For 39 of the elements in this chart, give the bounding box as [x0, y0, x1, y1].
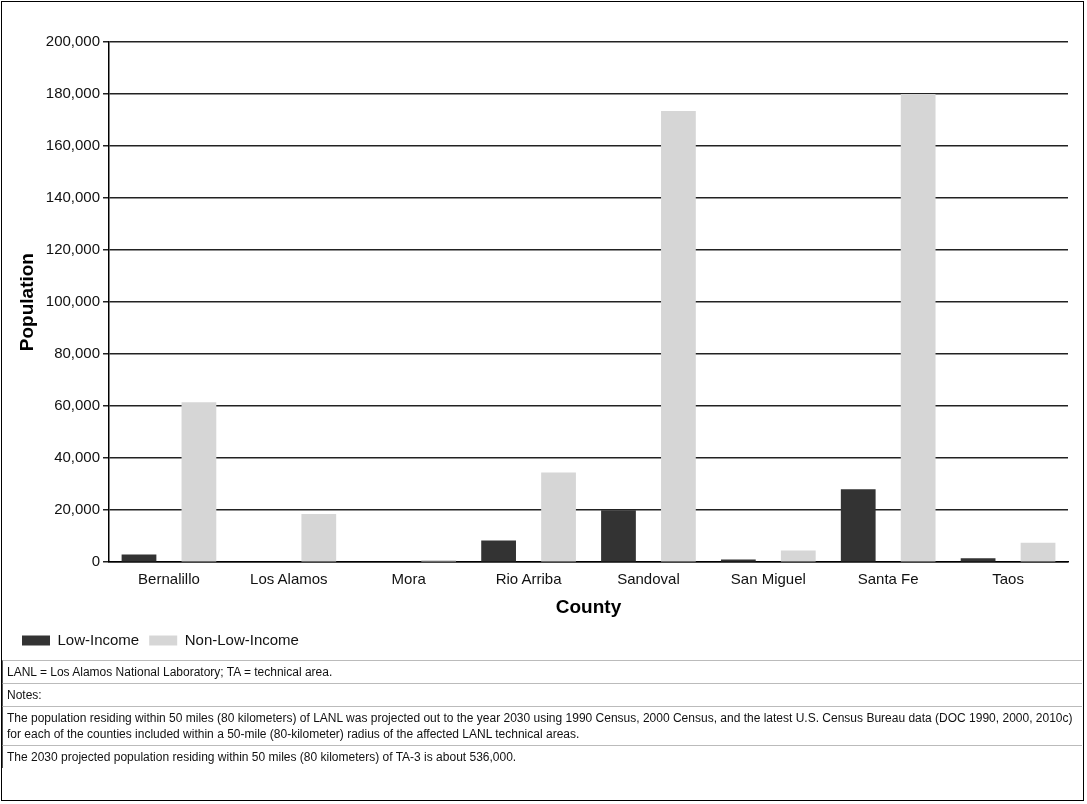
y-tick-label: 20,000 — [54, 500, 101, 518]
bar — [1020, 542, 1056, 562]
y-tick-label: 100,000 — [45, 292, 101, 310]
bar — [960, 558, 996, 562]
bar — [481, 540, 516, 562]
legend-label: Non-Low-Income — [184, 630, 299, 648]
text: Notes: — [2, 683, 1082, 706]
bar — [181, 402, 217, 562]
x-tick-label: Mora — [391, 570, 427, 588]
y-tick-label: 140,000 — [45, 188, 101, 206]
x-tick-label: Rio Arriba — [495, 570, 563, 588]
y-tick-label: 160,000 — [45, 136, 101, 154]
legend-label: Low-Income — [57, 630, 140, 648]
text: The 2030 projected population residing within 50 miles (80 kilometers) of TA-3 is about 536,000. — [2, 745, 1082, 768]
bar — [840, 489, 876, 562]
y-axis-title: Population — [15, 253, 37, 352]
y-tick-label: 180,000 — [45, 84, 101, 102]
x-tick-label: Bernalillo — [138, 570, 200, 588]
y-tick-label: 120,000 — [45, 240, 101, 258]
x-tick-label: Taos — [992, 570, 1024, 588]
bar — [601, 510, 636, 562]
bar — [121, 554, 157, 562]
x-tick-label: Sandoval — [617, 570, 680, 588]
text: LANL = Los Alamos National Laboratory; TA = technical area. — [2, 660, 1082, 683]
bar — [661, 110, 696, 562]
y-tick-label: 40,000 — [54, 448, 101, 466]
bar — [780, 550, 816, 562]
y-tick-label: 80,000 — [54, 344, 101, 362]
bar — [900, 94, 936, 562]
x-axis-title: County — [555, 595, 622, 617]
x-tick-label: Santa Fe — [857, 570, 919, 588]
y-tick-label: 200,000 — [45, 32, 101, 50]
y-tick-label: 60,000 — [54, 396, 101, 414]
y-tick-label: 0 — [91, 552, 101, 570]
bar — [301, 514, 337, 562]
x-tick-label: Los Alamos — [250, 570, 328, 588]
bar — [541, 472, 576, 562]
text: The population residing within 50 miles (80 kilometers) of LANL was projected out to the year 2030 using 1990 Census, 2000 Census, and the latest U.S. Census Bureau data (DOC 1990, 2000, 2010c) for each of the counties included within a 50-mile (80-kilometer) radius of the affected LANL technical areas. — [2, 706, 1082, 745]
x-tick-label: San Miguel — [730, 570, 806, 588]
